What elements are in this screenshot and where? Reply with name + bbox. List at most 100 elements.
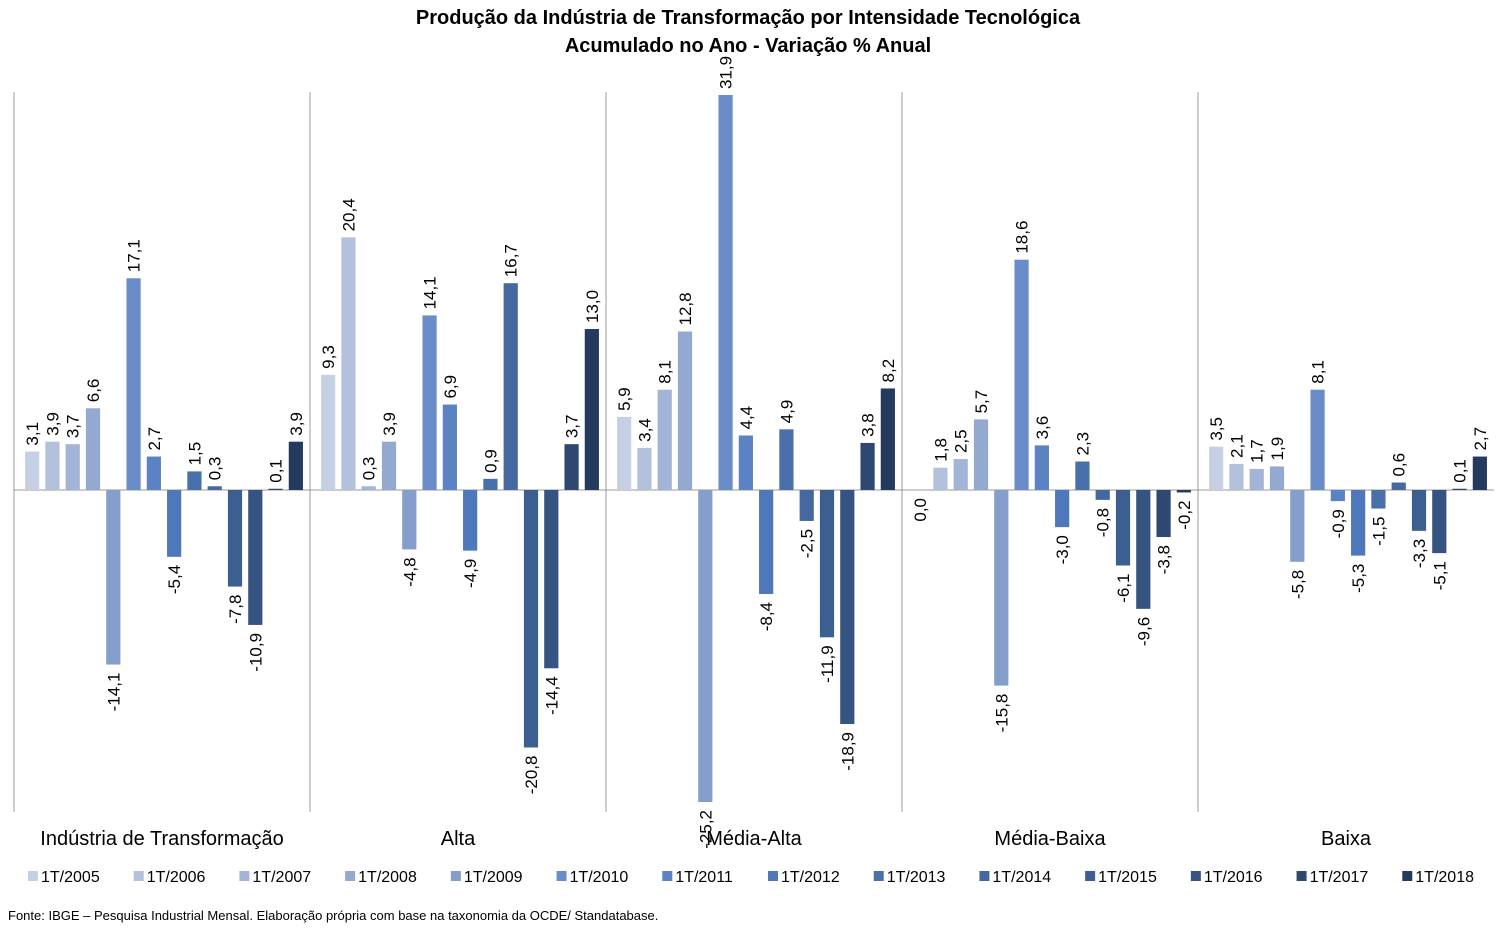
value-label: -14,1 [104,673,123,712]
value-label: 0,3 [360,457,379,481]
value-label: -3,8 [1155,545,1174,574]
value-label: 3,9 [43,412,62,436]
bar [1310,389,1325,490]
value-label: 12,8 [676,292,695,325]
legend-swatch [1296,871,1307,881]
value-label: 2,7 [1471,427,1490,451]
legend-label: 1T/2016 [1204,869,1263,886]
value-label: 3,4 [635,418,654,442]
legend-label: 1T/2012 [781,869,840,886]
value-label: -4,9 [461,559,480,588]
bar [1391,482,1406,490]
legend-swatch [133,871,144,881]
category-label: Média-Baixa [994,828,1106,850]
bar [1290,489,1305,562]
legend-swatch [1190,871,1201,881]
legend-swatch [873,871,884,881]
source-note: Fonte: IBGE – Pesquisa Industrial Mensal… [8,908,658,923]
value-label: 0,3 [206,457,225,481]
bar [1330,489,1345,502]
value-label: 3,9 [380,412,399,436]
bar [1371,489,1386,509]
value-label: 2,1 [1227,434,1246,458]
legend-swatch [28,871,38,881]
bar [45,441,60,490]
value-label: 13,0 [583,290,602,323]
bar [564,444,579,490]
legend-swatch [239,871,250,881]
value-label: 5,7 [972,390,991,414]
bar [341,237,356,490]
bar [584,329,599,490]
value-label: -3,0 [1053,535,1072,564]
value-label: 17,1 [125,239,144,272]
legend-label: 1T/2011 [675,869,733,886]
legend-label: 1T/2005 [41,869,100,886]
legend-swatch [1402,871,1413,881]
bar [617,416,632,490]
bar [657,389,672,490]
bar [1095,489,1110,500]
value-label: -3,3 [1410,539,1429,568]
legend-label: 1T/2013 [887,869,946,886]
bar [381,441,397,490]
chart-title: Produção da Indústria de Transformação p… [416,7,1081,29]
bar [146,456,161,490]
value-label: 31,9 [717,56,736,89]
value-label: 8,1 [1309,360,1328,384]
value-label: 14,1 [421,276,440,309]
value-label: 2,5 [952,429,971,453]
bar [1209,446,1224,490]
bar [268,488,283,490]
bar [1229,463,1244,490]
legend-swatch [450,871,461,881]
bar [677,331,693,490]
bar [1014,259,1029,490]
category-label: Indústria de Transformação [40,828,283,850]
bar [207,486,222,490]
bar [1136,489,1151,609]
bar [248,489,263,625]
bar [321,374,336,490]
bar [65,444,80,490]
bar [637,447,652,490]
value-label: 1,8 [931,438,950,462]
bar [1452,488,1467,490]
bar [126,278,141,490]
bar [1075,461,1090,490]
value-label: 0,6 [1390,453,1409,477]
value-label: 0,1 [1451,459,1470,483]
value-label: -15,8 [992,694,1011,733]
category-label: Média-Alta [706,828,802,850]
value-label: -5,8 [1288,570,1307,599]
bar [85,408,101,490]
bar [1351,489,1366,556]
legend-label: 1T/2018 [1415,869,1474,886]
bar [25,451,40,490]
value-label: 16,7 [502,244,521,277]
value-label: -0,8 [1094,508,1113,537]
bar [933,467,948,490]
legend-swatch [1085,871,1096,881]
legend-swatch [768,871,778,881]
legend-label: 1T/2015 [1098,869,1157,886]
value-label: 3,6 [1033,416,1052,440]
value-label: 18,6 [1013,221,1032,254]
bar [819,489,835,638]
value-label: -6,1 [1114,574,1133,603]
value-label: 3,1 [23,422,42,446]
bar [738,435,753,490]
legend-label: 1T/2010 [570,869,629,886]
value-label: -5,3 [1349,564,1368,593]
bar [1472,456,1487,490]
value-label: -5,1 [1430,561,1449,590]
bar [544,489,559,669]
value-label: 8,2 [879,359,898,383]
value-label: -0,2 [1175,500,1194,529]
bar [953,459,968,490]
bar [1269,466,1285,490]
bar [442,404,457,490]
value-label: -9,6 [1134,617,1153,646]
value-label: -2,5 [798,529,817,558]
